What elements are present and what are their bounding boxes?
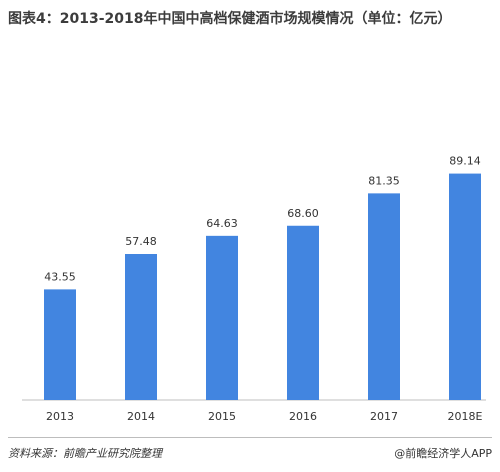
value-label-group: 43.55 57.48 64.63 68.60 81.35 89.14 [44, 155, 481, 284]
chart-title: 图表4：2013-2018年中国中高档保健酒市场规模情况（单位：亿元） [8, 11, 452, 27]
brand-credit: @前瞻经济学人APP [394, 447, 492, 460]
value-label-2016: 68.60 [287, 207, 319, 220]
x-tick-label-2014: 2014 [127, 410, 155, 423]
value-label-2015: 64.63 [206, 217, 238, 230]
bar-2017 [368, 193, 400, 400]
bar-2018E [449, 173, 481, 400]
x-tick-label-2017: 2017 [370, 410, 398, 423]
bar-2015 [206, 235, 238, 400]
bar-2013 [44, 289, 76, 400]
footer-divider [8, 437, 492, 438]
value-label-2017: 81.35 [368, 174, 400, 187]
x-tick-label-2016: 2016 [289, 410, 317, 423]
value-label-2018E: 89.14 [449, 155, 481, 168]
value-label-2014: 57.48 [125, 235, 157, 248]
bar-2014 [125, 254, 157, 400]
bar-2016 [287, 225, 319, 400]
value-label-2013: 43.55 [44, 270, 76, 283]
bar-group [44, 173, 481, 400]
x-tick-label-2018E: 2018E [448, 410, 483, 423]
x-tick-label-group: 2013 2014 2015 2016 2017 2018E [46, 410, 483, 423]
x-tick-label-2013: 2013 [46, 410, 74, 423]
x-tick-label-2015: 2015 [208, 410, 236, 423]
source-note: 资料来源：前瞻产业研究院整理 [8, 447, 162, 460]
